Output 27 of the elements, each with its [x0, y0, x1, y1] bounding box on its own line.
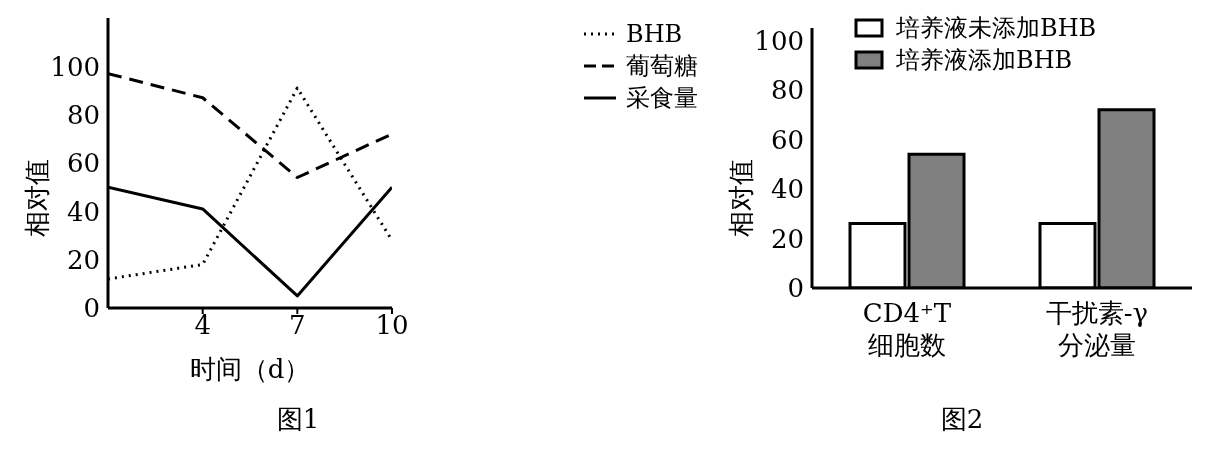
y-tick-label: 80 [66, 99, 100, 130]
x-tick-label: 7 [289, 310, 306, 341]
y-axis-title: 相对值 [22, 159, 52, 237]
x-tick-label: 干扰素-γ 分泌量 [1045, 298, 1149, 360]
y-tick-label: 0 [787, 273, 804, 304]
y-axis-title: 相对值 [726, 159, 756, 237]
x-tick-label: 10 [375, 310, 409, 341]
y-tick-label: 20 [66, 244, 100, 275]
legend-label: 葡萄糖 [626, 51, 698, 82]
y-tick-label: 0 [83, 293, 100, 324]
x-tick-label: 4 [194, 310, 211, 341]
y-tick-label: 100 [754, 25, 804, 56]
legend-label: 采食量 [626, 83, 698, 114]
legend-label: BHB [626, 19, 683, 50]
y-tick-label: 20 [770, 223, 804, 254]
y-tick-label: 60 [66, 148, 100, 179]
x-tick-label: CD4⁺T 细胞数 [862, 298, 952, 360]
legend-label: 培养液未添加BHB [896, 13, 1097, 44]
legend-label: 培养液添加BHB [896, 45, 1073, 76]
x-axis-title: 时间（d） [189, 354, 311, 384]
text: 图1 [275, 403, 321, 436]
y-tick-label: 40 [66, 196, 100, 227]
y-tick-label: 40 [770, 174, 804, 205]
text: 图2 [939, 403, 985, 436]
y-tick-label: 100 [50, 51, 100, 82]
y-tick-label: 60 [770, 124, 804, 155]
y-tick-label: 80 [770, 75, 804, 106]
